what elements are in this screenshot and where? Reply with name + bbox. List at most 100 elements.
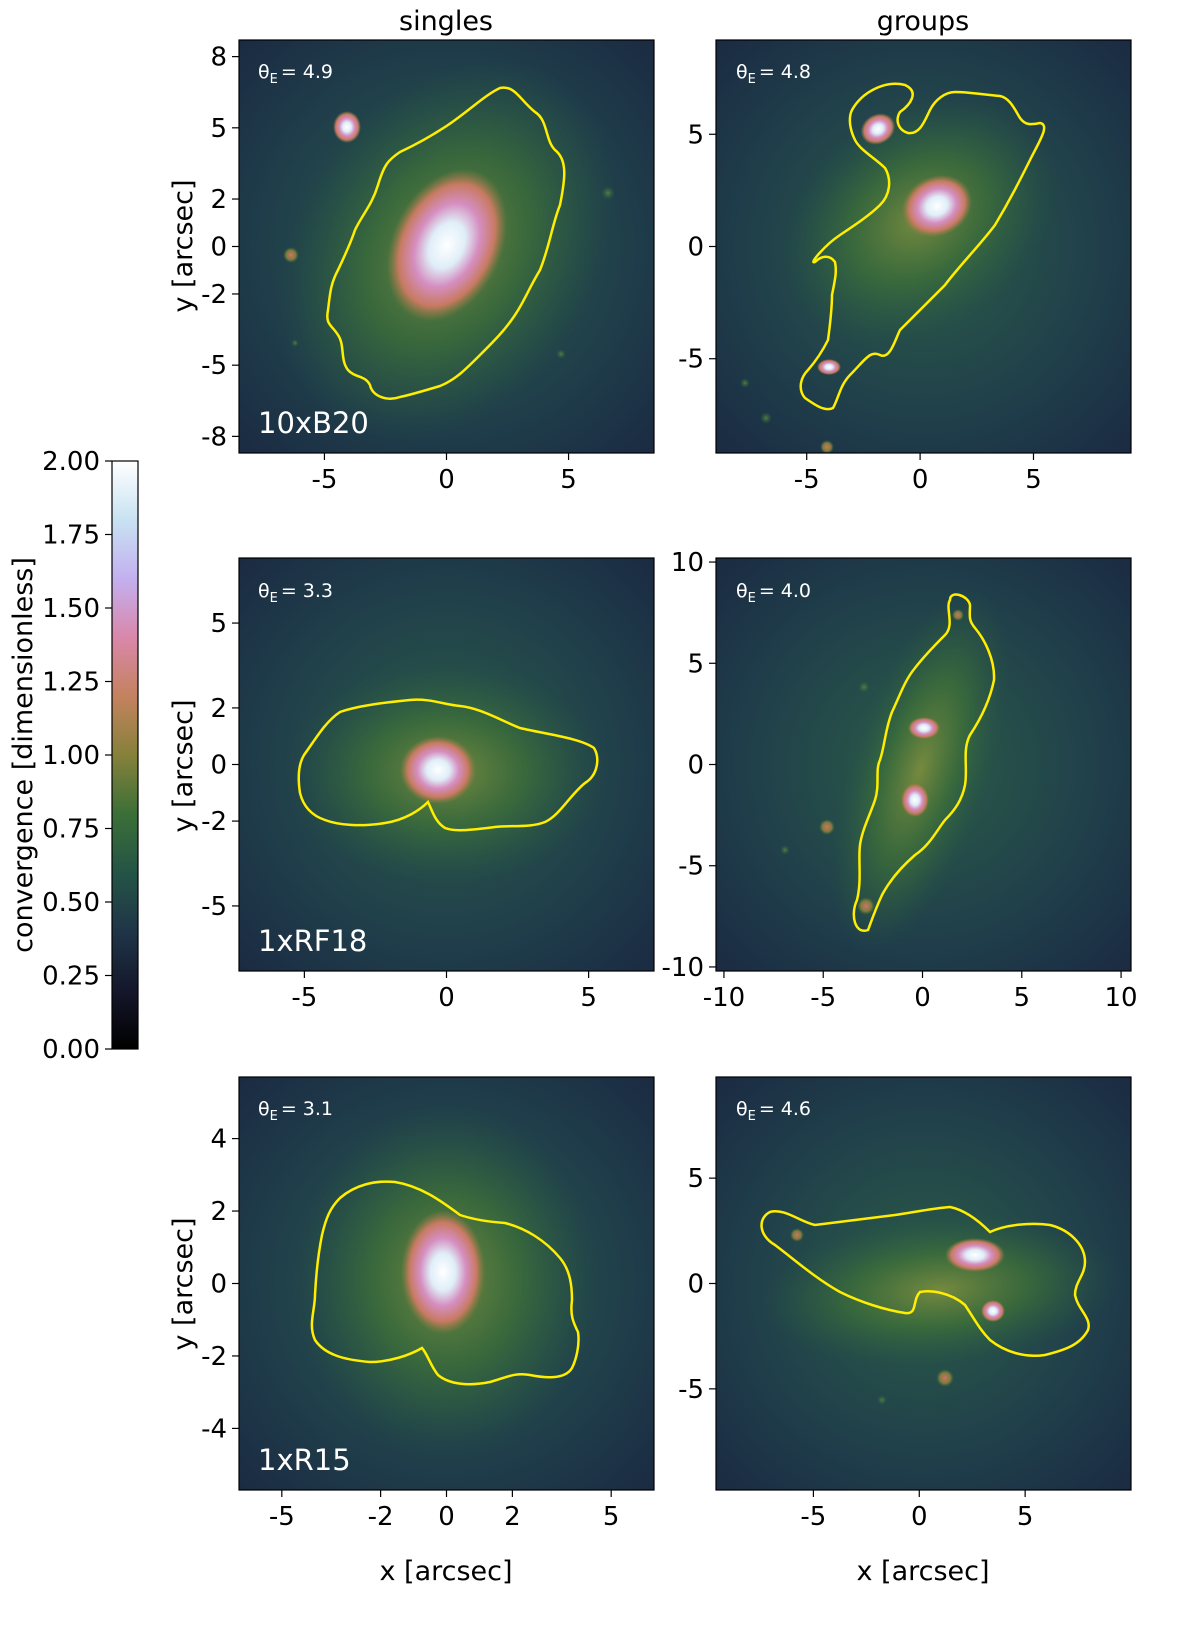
y-tick-label: -5 xyxy=(678,1375,704,1405)
subhalo xyxy=(601,186,615,200)
colorbar: 0.00 0.25 0.50 0.75 1.00 1.25 1.50 1.75 2.00 con… xyxy=(8,447,139,1065)
critical-curve xyxy=(326,86,566,400)
y-axis-label-row2: y [arcsec] xyxy=(168,699,199,832)
critical-curve xyxy=(852,593,996,932)
x-tick-label: -5 xyxy=(800,1502,826,1532)
y-tick-label: -2 xyxy=(201,807,227,837)
x-tick-label: -5 xyxy=(291,983,317,1013)
colorbar-tick-label: 1.75 xyxy=(42,521,100,551)
critical-curve xyxy=(310,1180,580,1386)
x-tick-label: 5 xyxy=(603,1502,620,1532)
main-lens-galaxy xyxy=(386,168,508,322)
y-tick-label: 0 xyxy=(687,751,704,781)
simulation-label: 1xR15 xyxy=(258,1443,351,1477)
colorbar-ticks: 0.00 0.25 0.50 0.75 1.00 1.25 1.50 1.75 2.00 xyxy=(42,447,112,1065)
x-axis-label-groups: x [arcsec] xyxy=(856,1556,989,1587)
x-tick-label: 5 xyxy=(580,983,597,1013)
einstein-radius-label: θE = 3.1 xyxy=(258,1098,333,1124)
x-tick-label: 0 xyxy=(438,1502,455,1532)
satellite-galaxy xyxy=(333,111,361,143)
y-tick-label: -2 xyxy=(201,280,227,310)
y-axis-label-row3: y [arcsec] xyxy=(168,1217,199,1350)
y-tick-label: -5 xyxy=(201,351,227,381)
einstein-radius-label: θE = 4.9 xyxy=(258,61,333,87)
x-tick-label: 5 xyxy=(1017,1502,1034,1532)
y-tick-label: -2 xyxy=(201,1342,227,1372)
satellite-galaxy xyxy=(817,359,841,375)
critical-curve xyxy=(297,698,599,832)
y-tick-label: 5 xyxy=(210,114,227,144)
simulation-label: 10xB20 xyxy=(258,406,369,440)
colorbar-tick-label: 1.25 xyxy=(42,668,100,698)
y-tick-label: 0 xyxy=(687,233,704,263)
x-tick-label: 10 xyxy=(1105,983,1138,1013)
column-title-groups: groups xyxy=(877,6,969,37)
y-tick-label: -4 xyxy=(201,1414,227,1444)
subhalo xyxy=(760,412,772,424)
subhalo xyxy=(858,681,870,693)
y-tick-label: -10 xyxy=(662,953,704,983)
y-tick-label: -5 xyxy=(678,345,704,375)
main-lens-galaxy xyxy=(901,174,973,238)
x-tick-label: 5 xyxy=(1025,465,1042,495)
panel-groups-1xR15: θE = 4.6 xyxy=(715,1076,1132,1491)
colorbar-tick-label: 2.00 xyxy=(42,447,100,477)
subhalo xyxy=(291,339,299,347)
subhalo xyxy=(857,897,875,915)
subhalo xyxy=(820,440,834,453)
subhalo xyxy=(819,819,835,835)
y-tick-label: 5 xyxy=(687,120,704,150)
x-tick-label: 0 xyxy=(914,983,931,1013)
y-tick-label: 2 xyxy=(210,1197,227,1227)
colorbar-gradient xyxy=(111,460,139,1050)
main-lens-galaxy xyxy=(401,1210,485,1334)
y-tick-label: 5 xyxy=(210,609,227,639)
x-tick-label: 2 xyxy=(504,1502,521,1532)
x-tick-label: 5 xyxy=(560,465,577,495)
y-tick-label: -5 xyxy=(678,852,704,882)
colorbar-tick-label: 1.00 xyxy=(42,741,100,771)
y-tick-label: 5 xyxy=(687,649,704,679)
einstein-radius-label: θE = 3.3 xyxy=(258,580,333,606)
x-tick-label: -5 xyxy=(269,1502,295,1532)
column-title-singles: singles xyxy=(399,6,493,37)
x-tick-label: 0 xyxy=(438,983,455,1013)
panel-singles-1xRF18: θE = 3.3 1xRF18 xyxy=(238,557,655,972)
subhalo xyxy=(780,845,790,855)
panel-groups-10xB20: θE = 4.8 xyxy=(715,39,1132,454)
x-axis-label-singles: x [arcsec] xyxy=(379,1556,512,1587)
x-tick-label: -10 xyxy=(703,983,745,1013)
einstein-radius-label: θE = 4.6 xyxy=(736,1098,811,1124)
x-tick-label: -5 xyxy=(794,465,820,495)
colorbar-tick-label: 0.25 xyxy=(42,962,100,992)
subhalo xyxy=(556,349,566,359)
colorbar-tick-label: 1.50 xyxy=(42,594,100,624)
y-tick-label: 0 xyxy=(210,1270,227,1300)
halo xyxy=(831,588,1009,952)
x-tick-label: -2 xyxy=(368,1502,394,1532)
main-lens-galaxy xyxy=(400,736,476,804)
einstein-radius-label: θE = 4.8 xyxy=(736,61,811,87)
critical-curve xyxy=(760,1205,1090,1357)
lens-galaxy-upper xyxy=(908,717,940,739)
panel-singles-1xR15: θE = 3.1 1xR15 xyxy=(238,1076,655,1491)
x-tick-label: -5 xyxy=(810,983,836,1013)
colorbar-tick-label: 0.00 xyxy=(42,1035,100,1065)
lens-galaxy-lower xyxy=(901,783,929,817)
einstein-radius-label: θE = 4.0 xyxy=(736,580,811,606)
panel-singles-10xB20: θE = 4.9 10xB20 xyxy=(238,39,655,454)
y-tick-label: 0 xyxy=(210,751,227,781)
y-tick-label: 0 xyxy=(210,233,227,263)
x-tick-label: -5 xyxy=(311,465,337,495)
subhalo xyxy=(790,1228,804,1242)
y-tick-label: -5 xyxy=(201,892,227,922)
halo xyxy=(760,1213,1120,1367)
x-tick-label: 5 xyxy=(1014,983,1031,1013)
y-tick-label: -8 xyxy=(201,422,227,452)
colorbar-label: convergence [dimensionless] xyxy=(8,557,39,953)
main-lens-galaxy xyxy=(945,1238,1005,1272)
x-tick-label: 0 xyxy=(912,465,929,495)
y-tick-label: 4 xyxy=(210,1125,227,1155)
x-tick-label: 0 xyxy=(438,465,455,495)
